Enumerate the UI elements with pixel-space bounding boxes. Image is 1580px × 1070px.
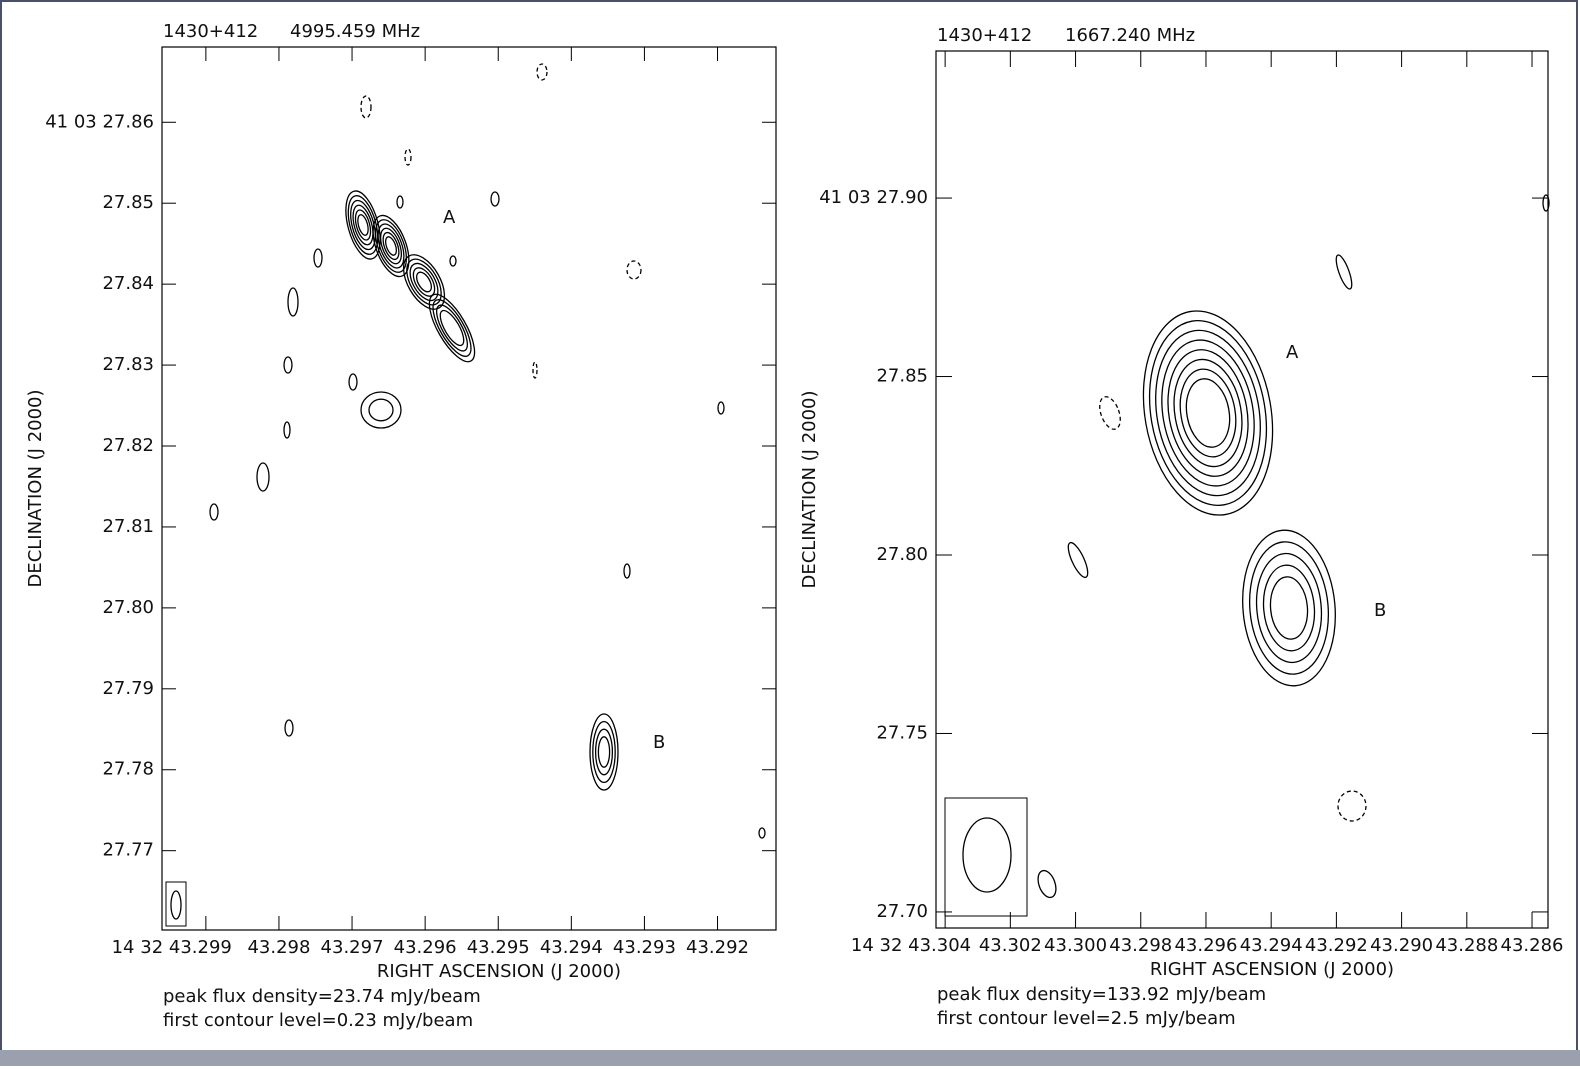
frequency: 4995.459 MHz xyxy=(290,21,420,42)
bottom-bar xyxy=(0,1050,1580,1066)
x-tick-label: 43.288 xyxy=(1435,935,1498,956)
x-tick-label: 43.293 xyxy=(613,937,676,958)
x-tick-label: 43.292 xyxy=(686,937,749,958)
y-tick-label: 27.85 xyxy=(876,366,928,387)
y-tick-label: 27.78 xyxy=(102,759,154,780)
y-tick-label: 27.80 xyxy=(876,544,928,565)
y-axis-title: DECLINATION (J 2000) xyxy=(799,390,820,588)
x-tick-label: 43.294 xyxy=(540,937,603,958)
y-tick-label: 27.83 xyxy=(102,354,154,375)
x-tick-label: 43.292 xyxy=(1305,935,1368,956)
x-tick-label: 43.297 xyxy=(321,937,384,958)
page: 1430+412 4995.459 MHz 1430+412 1667.240 … xyxy=(0,0,1580,1066)
x-tick-label: 14 32 43.304 xyxy=(851,935,971,956)
x-tick-label: 43.298 xyxy=(247,937,310,958)
note: peak flux density=23.74 mJy/beam xyxy=(163,986,481,1007)
annotation: B xyxy=(1374,600,1386,621)
x-tick-label: 43.302 xyxy=(979,935,1042,956)
x-tick-label: 43.296 xyxy=(1174,935,1237,956)
y-tick-label: 41 03 27.90 xyxy=(819,187,928,208)
y-tick-label: 27.84 xyxy=(102,273,154,294)
x-axis-title: RIGHT ASCENSION (J 2000) xyxy=(1150,959,1394,980)
x-tick-label: 14 32 43.299 xyxy=(112,937,232,958)
x-tick-label: 43.294 xyxy=(1240,935,1303,956)
x-tick-label: 43.286 xyxy=(1501,935,1564,956)
y-tick-label: 41 03 27.86 xyxy=(45,111,154,132)
y-tick-label: 27.85 xyxy=(102,192,154,213)
x-tick-label: 43.295 xyxy=(467,937,530,958)
y-tick-label: 27.77 xyxy=(102,840,154,861)
x-tick-label: 43.300 xyxy=(1044,935,1107,956)
note: peak flux density=133.92 mJy/beam xyxy=(937,984,1266,1005)
note: first contour level=2.5 mJy/beam xyxy=(937,1008,1236,1029)
source-name: 1430+412 xyxy=(937,25,1032,46)
x-tick-label: 43.296 xyxy=(394,937,457,958)
source-name: 1430+412 xyxy=(163,21,258,42)
page-border xyxy=(1,1,1577,1053)
x-axis-title: RIGHT ASCENSION (J 2000) xyxy=(377,961,621,982)
x-tick-label: 43.290 xyxy=(1370,935,1433,956)
y-tick-label: 27.75 xyxy=(876,722,928,743)
y-tick-label: 27.80 xyxy=(102,597,154,618)
y-tick-label: 27.70 xyxy=(876,901,928,922)
annotation: A xyxy=(1286,342,1299,363)
y-tick-label: 27.81 xyxy=(102,516,154,537)
x-tick-label: 43.298 xyxy=(1109,935,1172,956)
y-axis-title: DECLINATION (J 2000) xyxy=(25,389,46,587)
annotation: B xyxy=(653,732,665,753)
note: first contour level=0.23 mJy/beam xyxy=(163,1010,473,1031)
annotation: A xyxy=(443,207,456,228)
frequency: 1667.240 MHz xyxy=(1065,25,1195,46)
y-tick-label: 27.82 xyxy=(102,435,154,456)
y-tick-label: 27.79 xyxy=(102,678,154,699)
